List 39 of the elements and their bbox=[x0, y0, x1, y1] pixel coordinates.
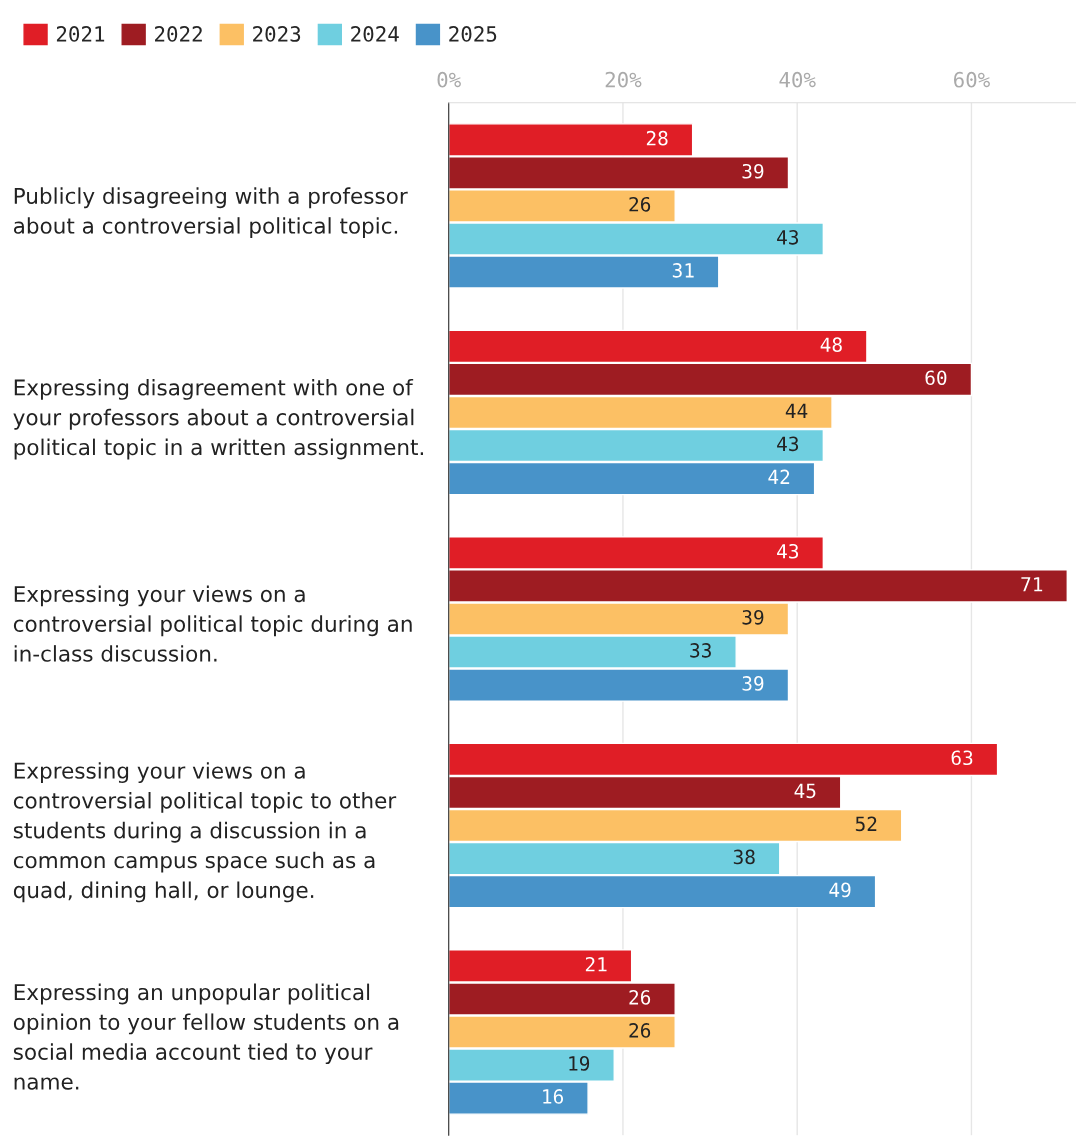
legend-label: 2023 bbox=[253, 26, 301, 42]
data-label: 45 bbox=[794, 783, 816, 799]
y-tick-label: Publicly disagreeing with a professor about a controversial political topic. bbox=[13, 187, 408, 239]
x-tick-label: 40% bbox=[779, 71, 816, 88]
data-label: 43 bbox=[777, 436, 799, 452]
data-label: 39 bbox=[742, 163, 764, 179]
y-tick-label: Expressing an unpopular political opinion to your fellow students on a social media account tied to your name. bbox=[13, 983, 399, 1090]
y-tick-label: Expressing disagreement with one of your professors about a controversial political topic in a written assignment. bbox=[13, 378, 423, 460]
legend-label: 2025 bbox=[449, 26, 497, 42]
y-tick-label: Expressing your views on a controversial political topic during an in-class discussion. bbox=[13, 585, 412, 662]
legend-label: 2021 bbox=[56, 26, 105, 42]
data-label: 28 bbox=[646, 130, 668, 146]
legend-label: 2024 bbox=[351, 26, 399, 42]
data-label: 31 bbox=[672, 263, 694, 278]
data-label: 71 bbox=[1021, 577, 1043, 592]
data-label: 42 bbox=[768, 469, 790, 484]
data-label: 48 bbox=[820, 337, 842, 353]
data-label: 16 bbox=[543, 1089, 564, 1104]
data-label: 26 bbox=[629, 1023, 651, 1038]
x-tick-label: 20% bbox=[605, 71, 642, 88]
data-label: 44 bbox=[785, 403, 808, 418]
data-label: 49 bbox=[829, 882, 851, 898]
data-label: 38 bbox=[733, 849, 755, 865]
data-label: 39 bbox=[742, 676, 764, 691]
data-label: 21 bbox=[585, 956, 607, 972]
y-tick-label: Expressing your views on a controversial political topic to other students during a discussion in a common campus space such as a quad, dining hall, or lounge. bbox=[13, 762, 397, 903]
legend-label: 2022 bbox=[155, 26, 202, 42]
data-label: 52 bbox=[855, 816, 877, 832]
data-label: 63 bbox=[951, 750, 973, 766]
data-label: 26 bbox=[629, 989, 651, 1005]
data-label: 39 bbox=[742, 609, 764, 625]
data-label: 19 bbox=[569, 1056, 590, 1071]
x-tick-label: 0% bbox=[437, 71, 461, 88]
x-tick-label: 60% bbox=[953, 71, 990, 88]
data-label: 43 bbox=[777, 543, 799, 559]
data-label: 26 bbox=[629, 196, 651, 212]
data-label: 60 bbox=[925, 370, 947, 386]
data-label: 43 bbox=[777, 229, 799, 245]
data-label: 33 bbox=[690, 643, 711, 658]
